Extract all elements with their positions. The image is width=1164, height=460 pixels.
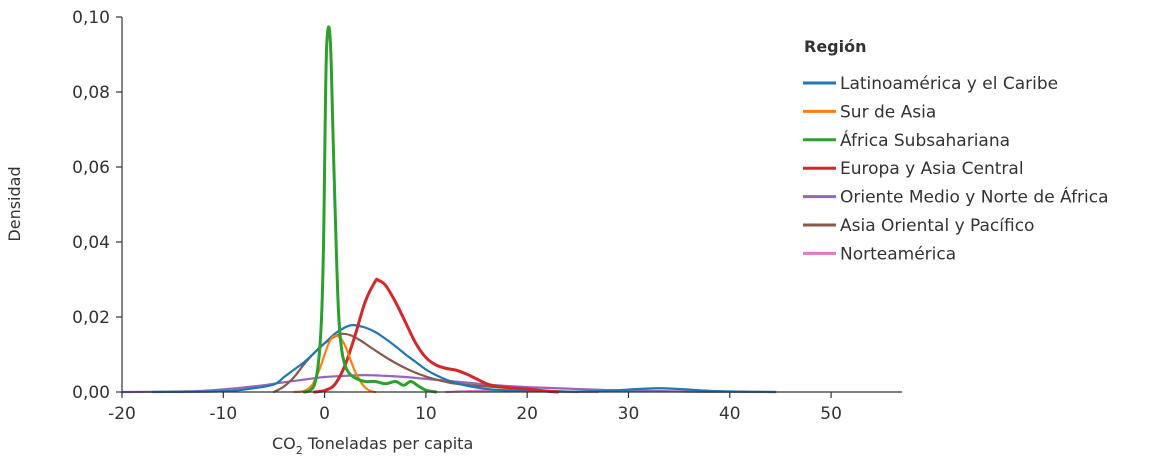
legend-item: Oriente Medio y Norte de África [803,186,1109,208]
legend-title: Región [804,37,867,56]
legend-item: Latinoamérica y el Caribe [803,74,1058,94]
legend-label: Latinoamérica y el Caribe [840,74,1058,94]
x-tick-label: 50 [820,404,842,424]
y-tick-label: 0,04 [72,233,110,253]
legend-label: Oriente Medio y Norte de África [840,186,1109,208]
legend-label: Europa y Asia Central [840,159,1024,179]
y-ticks: 0,00 0,02 0,04 0,06 0,08 0,10 [72,8,122,403]
legend-item: Sur de Asia [803,102,936,122]
x-tick-label: 30 [618,404,640,424]
y-tick-label: 0,00 [72,383,110,403]
y-tick-label: 0,06 [72,158,110,178]
series-layer [120,25,777,394]
x-tick-label: 10 [415,404,437,424]
x-tick-label: -20 [108,404,136,424]
legend-label: África Subsahariana [840,129,1010,151]
series-line [151,323,777,394]
axes [121,17,902,393]
legend-item: Norteamérica [803,244,956,264]
legend-item: África Subsahariana [803,129,1010,151]
x-tick-label: 20 [516,404,538,424]
legend-item: Europa y Asia Central [803,159,1024,179]
y-axis-title: Densidad [5,166,24,241]
y-tick-label: 0,02 [72,308,110,328]
legend-label: Norteamérica [840,244,956,264]
x-tick-label: -10 [209,404,237,424]
series-line [302,25,438,394]
legend: Región Latinoamérica y el Caribe Sur de A… [803,37,1109,264]
x-axis-title: CO2 Toneladas per capita [272,434,473,457]
y-tick-label: 0,08 [72,83,110,103]
x-tick-label: 40 [719,404,741,424]
x-tick-label: 0 [319,404,330,424]
legend-label: Asia Oriental y Pacífico [840,216,1034,236]
legend-item: Asia Oriental y Pacífico [803,216,1034,236]
y-tick-label: 0,10 [72,8,110,28]
legend-label: Sur de Asia [840,102,936,122]
series-line [312,277,560,394]
x-ticks: -20 -10 0 10 20 30 40 50 [108,392,842,424]
